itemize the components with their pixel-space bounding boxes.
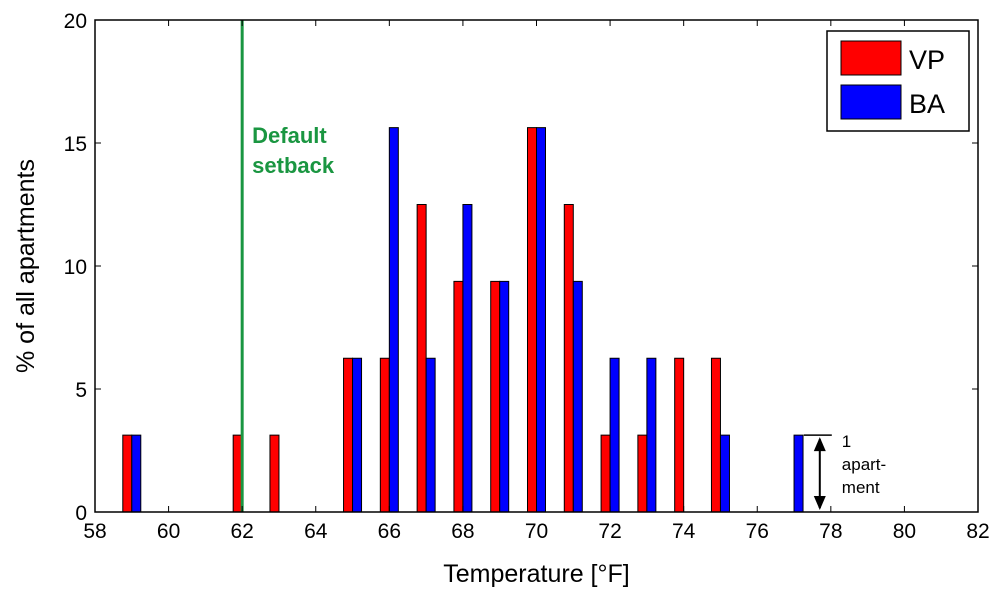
x-tick-label-64: 64: [304, 520, 328, 543]
bar-vp-68: [453, 280, 464, 513]
x-tick-label-62: 62: [230, 520, 253, 543]
x-tick-label-78: 78: [819, 520, 842, 543]
x-tick-label-68: 68: [451, 520, 474, 543]
bar-ba-75: [719, 434, 730, 513]
annotation-label-3: ment: [842, 478, 880, 497]
one-apartment-annotation: 1 apart-ment: [803, 432, 886, 510]
x-tick-label-80: 80: [893, 520, 916, 543]
bar-vp-63: [269, 434, 280, 513]
bar-vp-74: [674, 357, 685, 513]
annotation-label-2: apart-: [842, 455, 886, 474]
default-setback-label-1: Default: [252, 123, 327, 148]
default-setback-line-group: Default setback: [240, 20, 335, 512]
y-tick-label-5: 5: [75, 379, 87, 402]
bar-ba-69: [499, 280, 510, 513]
bar-ba-73: [646, 357, 657, 513]
bar-vp-67: [416, 204, 427, 513]
annotation-arrowhead-up: [813, 437, 826, 452]
bar-vp-69: [490, 280, 501, 513]
x-tick-label-70: 70: [525, 520, 548, 543]
bar-ba-70: [536, 127, 546, 513]
x-axis-label: Temperature [°F]: [443, 560, 629, 588]
x-tick-label-72: 72: [598, 520, 621, 543]
y-tick-label-20: 20: [64, 10, 87, 33]
y-tick-label-15: 15: [64, 133, 87, 156]
bar-vp-75: [710, 357, 721, 513]
default-setback-label-2: setback: [252, 153, 335, 178]
bar-ba-59: [131, 434, 142, 513]
y-tick-label-10: 10: [64, 256, 87, 279]
bar-ba-72: [609, 357, 620, 513]
legend-label-ba: BA: [909, 89, 945, 119]
y-axis-label: % of all apartments: [12, 159, 40, 373]
bar-ba-71: [572, 280, 583, 513]
x-tick-label-82: 82: [966, 520, 989, 543]
annotation-arrowhead-down: [813, 496, 826, 510]
bar-vp-72: [600, 434, 611, 513]
bar-vp-73: [637, 434, 648, 513]
x-tick-label-74: 74: [672, 520, 696, 543]
bar-ba-66: [388, 127, 399, 513]
axes-group: 58 60 62 64 66 68 70 72 74 76 78 80 82 0 5 10 15 20 Temper…: [12, 10, 990, 588]
bar-ba-68: [462, 204, 473, 513]
x-tick-label-66: 66: [378, 520, 401, 543]
bar-vp-71: [563, 204, 574, 513]
y-tick-label-0: 0: [75, 502, 87, 525]
x-tick-label-76: 76: [746, 520, 769, 543]
legend-swatch-ba: [840, 84, 902, 120]
bar-vp-59: [122, 434, 133, 513]
legend-label-vp: VP: [909, 45, 945, 75]
bar-vp-70: [527, 127, 537, 513]
bar-ba-65: [352, 357, 363, 513]
x-tick-label-58: 58: [83, 520, 106, 543]
bar-vp-65: [343, 357, 354, 513]
bar-vp-66: [379, 357, 390, 513]
bar-ba-67: [425, 357, 436, 513]
annotation-label-1: 1: [842, 432, 851, 451]
x-tick-label-60: 60: [157, 520, 180, 543]
bar-ba-77: [793, 434, 804, 513]
legend: VP BA: [826, 30, 970, 132]
legend-swatch-vp: [840, 40, 902, 76]
